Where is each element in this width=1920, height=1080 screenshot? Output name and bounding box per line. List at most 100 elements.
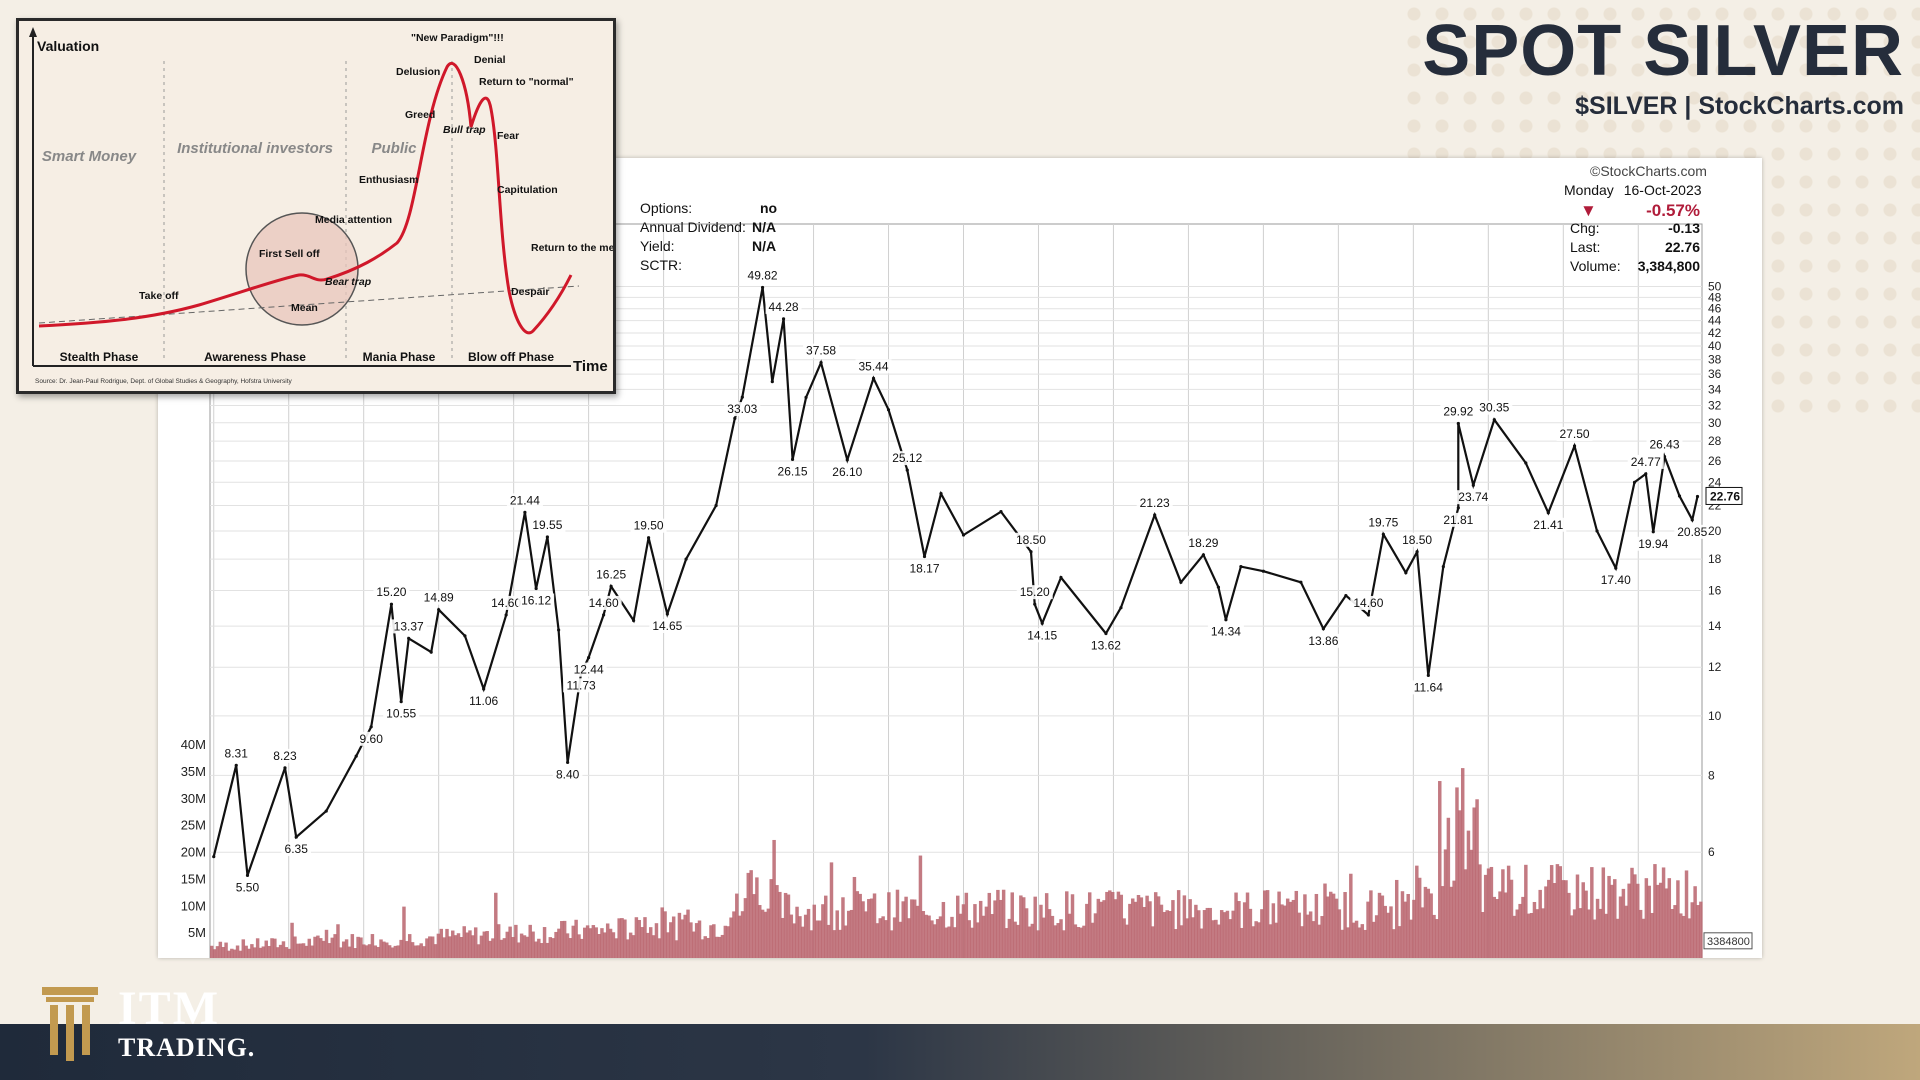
data-label: 14.65 <box>652 619 682 633</box>
volume-bar <box>752 894 756 958</box>
volume-bar <box>1564 880 1568 958</box>
data-label: 21.41 <box>1533 518 1563 532</box>
volume-bar <box>1601 867 1606 958</box>
volume-bar <box>1340 929 1344 958</box>
price-point <box>463 634 467 638</box>
volume-bar <box>1219 910 1224 958</box>
data-label: 8.31 <box>225 746 249 760</box>
cycle-curve <box>38 61 573 335</box>
volume-bar <box>496 924 501 958</box>
data-label: 26.15 <box>778 464 808 478</box>
volume-bar <box>1415 865 1419 958</box>
volume-bar <box>1222 912 1227 958</box>
volume-bar <box>531 931 535 958</box>
data-label-bg <box>744 268 781 283</box>
volume-bar <box>451 930 455 958</box>
volume-bar <box>583 927 587 958</box>
volume-bar <box>1159 904 1164 958</box>
volume-bar <box>1320 916 1324 958</box>
volume-bar <box>562 920 567 958</box>
volume-bar <box>1007 918 1012 958</box>
volume-bar <box>479 935 484 958</box>
data-label: 20.85 <box>1677 525 1707 539</box>
volume-bar <box>812 904 817 958</box>
volume-bar <box>700 939 705 958</box>
volume-value: 3,384,800 <box>1637 258 1700 274</box>
data-label: 13.86 <box>1308 634 1338 648</box>
volume-bar <box>1188 899 1192 958</box>
volume-bar <box>413 945 418 958</box>
data-label-bg <box>270 748 300 763</box>
volume-bar <box>238 950 243 958</box>
data-label-bg <box>593 567 630 582</box>
volume-bar <box>390 947 395 958</box>
data-label: 8.23 <box>273 749 297 763</box>
volume-bar <box>1590 867 1594 958</box>
volume-bar <box>1435 919 1439 958</box>
volume-bar <box>1070 894 1075 958</box>
volume-bar <box>537 938 541 958</box>
data-label-bg <box>570 662 607 677</box>
price-point <box>602 613 606 617</box>
price-point <box>684 557 688 561</box>
volume-bar <box>405 941 409 958</box>
price-point <box>790 457 795 462</box>
data-label-bg <box>1597 573 1634 588</box>
volume-bar <box>1248 908 1253 958</box>
volume-bar <box>915 905 920 958</box>
volume-bar <box>1199 928 1204 958</box>
data-label-bg <box>1646 437 1683 452</box>
data-label-bg <box>630 518 667 533</box>
price-point <box>760 285 765 290</box>
volume-bar <box>760 909 765 958</box>
volume-bar <box>1633 874 1637 958</box>
volume-bar <box>1082 925 1086 958</box>
volume-bar <box>1331 893 1336 958</box>
volume-bar <box>336 924 340 958</box>
volume-bar <box>591 925 596 958</box>
y-tick-label: 32 <box>1708 399 1722 413</box>
volume-bar <box>471 935 475 958</box>
volume-bar <box>1656 884 1660 958</box>
volume-bar <box>1538 889 1542 958</box>
price-point <box>1029 550 1033 554</box>
volume-bar <box>1544 886 1548 958</box>
data-label-bg <box>1674 524 1711 539</box>
last-price-tag-text: 22.76 <box>1710 489 1740 503</box>
volume-bar <box>560 921 564 958</box>
volume-bar <box>1047 909 1052 958</box>
volume-bar <box>534 941 538 958</box>
price-point <box>999 510 1003 514</box>
volume-bar <box>623 919 627 958</box>
volume-bar <box>416 945 421 958</box>
y-tick-label: 12 <box>1708 660 1722 674</box>
stockcharts-watermark: ©StockCharts.com <box>1590 163 1707 179</box>
volume-bar <box>465 932 469 958</box>
volume-bar <box>258 947 263 958</box>
volume-bar <box>399 939 403 958</box>
volume-bar <box>456 933 461 958</box>
volume-bar <box>1483 874 1488 958</box>
volume-bar <box>732 911 736 958</box>
volume-bar <box>1087 892 1092 958</box>
data-label: 18.29 <box>1188 536 1218 550</box>
volume-bar <box>324 929 329 958</box>
data-label: 9.60 <box>360 732 384 746</box>
volume-bar <box>370 934 375 958</box>
volume-bar <box>901 901 905 958</box>
price-point <box>1524 461 1528 465</box>
logo-trading: TRADING. <box>118 1033 256 1062</box>
volume-bar <box>1377 892 1382 958</box>
volume-bar <box>1010 892 1014 958</box>
volume-bar <box>1139 897 1144 958</box>
volume-bar <box>1518 903 1522 958</box>
volume-bar <box>548 937 553 958</box>
volume-bar <box>1458 810 1462 958</box>
price-point <box>1381 532 1385 536</box>
data-label-bg <box>889 451 926 466</box>
page-subtitle: $SILVER | StockCharts.com <box>1575 92 1904 120</box>
volume-bar <box>287 948 291 958</box>
volume-bar <box>956 895 960 958</box>
data-label: 18.17 <box>909 562 939 576</box>
volume-bar <box>887 892 891 958</box>
